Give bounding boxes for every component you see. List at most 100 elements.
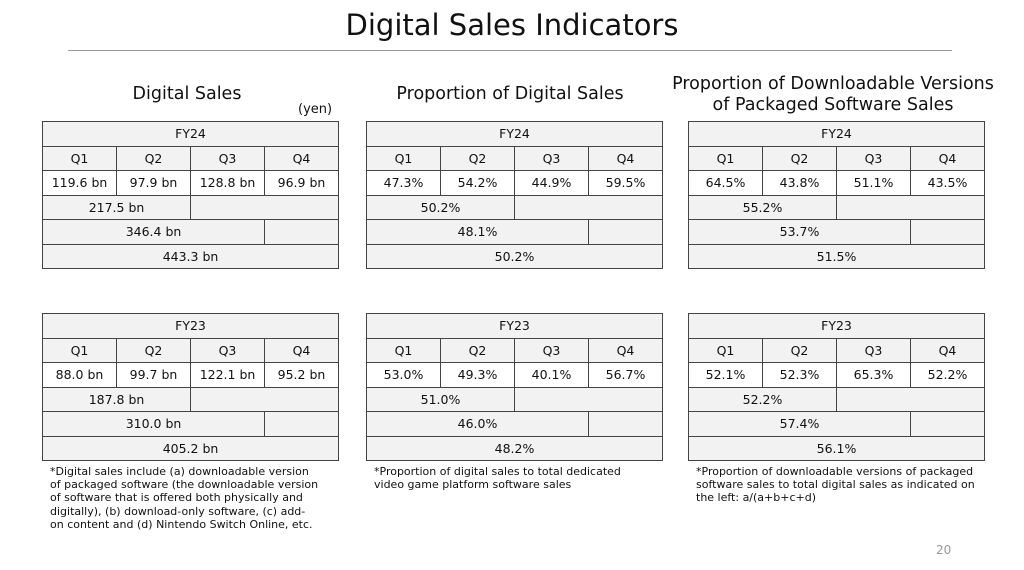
quarter-header: Q1 — [366, 145, 441, 171]
title-rule — [68, 50, 952, 51]
quarter-header: Q3 — [190, 145, 265, 171]
footnote-line: *Digital sales include (a) downloadable … — [50, 465, 309, 478]
quarter-header: Q4 — [588, 145, 663, 171]
quarter-value: 51.1% — [836, 170, 911, 196]
quarter-value: 119.6 bn — [42, 170, 117, 196]
quarter-value: 96.9 bn — [264, 170, 339, 196]
quarter-value: 40.1% — [514, 362, 589, 388]
three-quarter-value: 57.4% — [688, 411, 911, 437]
quarter-header: Q4 — [588, 337, 663, 363]
blank-cell — [836, 386, 985, 412]
quarter-header: Q3 — [514, 337, 589, 363]
quarter-value: 56.7% — [588, 362, 663, 388]
footnote-line: of packaged software (the downloadable v… — [50, 478, 319, 492]
first-half-value: 51.0% — [366, 386, 515, 412]
quarter-value: 43.5% — [910, 170, 985, 196]
three-quarter-value: 346.4 bn — [42, 219, 265, 245]
quarter-header: Q4 — [910, 337, 985, 363]
blank-cell — [514, 194, 663, 220]
quarter-value: 122.1 bn — [190, 362, 265, 388]
quarter-header: Q3 — [836, 337, 911, 363]
quarter-header: Q4 — [264, 145, 339, 171]
quarter-header: Q1 — [366, 337, 441, 363]
quarter-value: 65.3% — [836, 362, 911, 388]
three-quarter-value: 46.0% — [366, 411, 589, 437]
quarter-value: 59.5% — [588, 170, 663, 196]
section-heading: Proportion of Digital Sales — [396, 84, 624, 104]
quarter-header: Q1 — [688, 337, 763, 363]
fy-header: FY24 — [42, 121, 339, 147]
fy-header: FY23 — [688, 313, 985, 339]
footnote-line: digitally), (b) download-only software, … — [50, 504, 306, 518]
section-heading: of Packaged Software Sales — [712, 95, 954, 115]
unit-label: (yen) — [298, 102, 333, 117]
slide-title: Digital Sales Indicators — [345, 8, 679, 42]
blank-cell — [264, 411, 339, 437]
quarter-value: 52.3% — [762, 362, 837, 388]
quarter-value: 44.9% — [514, 170, 589, 196]
blank-cell — [190, 386, 339, 412]
quarter-value: 95.2 bn — [264, 362, 339, 388]
first-half-value: 187.8 bn — [42, 386, 191, 412]
quarter-header: Q1 — [42, 145, 117, 171]
blank-cell — [910, 411, 985, 437]
fy-header: FY24 — [366, 121, 663, 147]
page-number: 20 — [936, 543, 952, 557]
blank-cell — [190, 194, 339, 220]
quarter-header: Q2 — [762, 145, 837, 171]
quarter-header: Q2 — [116, 337, 191, 363]
footnote-line: on content and (d) Nintendo Switch Onlin… — [50, 517, 313, 531]
section-heading: Digital Sales — [132, 84, 242, 104]
quarter-header: Q2 — [440, 337, 515, 363]
three-quarter-value: 48.1% — [366, 219, 589, 245]
footnote-line: *Proportion of downloadable versions of … — [696, 465, 974, 478]
blank-cell — [836, 194, 985, 220]
quarter-header: Q2 — [116, 145, 191, 171]
blank-cell — [264, 219, 339, 245]
blank-cell — [588, 219, 663, 245]
quarter-value: 97.9 bn — [116, 170, 191, 196]
quarter-header: Q1 — [42, 337, 117, 363]
first-half-value: 50.2% — [366, 194, 515, 220]
three-quarter-value: 53.7% — [688, 219, 911, 245]
full-year-value: 56.1% — [688, 435, 985, 461]
quarter-value: 99.7 bn — [116, 362, 191, 388]
blank-cell — [514, 386, 663, 412]
quarter-header: Q1 — [688, 145, 763, 171]
first-half-value: 217.5 bn — [42, 194, 191, 220]
quarter-header: Q3 — [190, 337, 265, 363]
quarter-value: 53.0% — [366, 362, 441, 388]
footnote-line: software sales to total digital sales as… — [696, 478, 975, 492]
fy-header: FY24 — [688, 121, 985, 147]
quarter-value: 64.5% — [688, 170, 763, 196]
quarter-header: Q2 — [762, 337, 837, 363]
blank-cell — [910, 219, 985, 245]
first-half-value: 55.2% — [688, 194, 837, 220]
footnote-line: *Proportion of digital sales to total de… — [374, 465, 621, 478]
blank-cell — [588, 411, 663, 437]
quarter-value: 52.1% — [688, 362, 763, 388]
quarter-value: 52.2% — [910, 362, 985, 388]
quarter-value: 128.8 bn — [190, 170, 265, 196]
full-year-value: 51.5% — [688, 243, 985, 269]
footnote-line: of software that is offered both physica… — [50, 491, 303, 505]
quarter-header: Q3 — [836, 145, 911, 171]
quarter-header: Q4 — [264, 337, 339, 363]
full-year-value: 405.2 bn — [42, 435, 339, 461]
quarter-header: Q4 — [910, 145, 985, 171]
quarter-header: Q3 — [514, 145, 589, 171]
section-heading: Proportion of Downloadable Versions — [672, 74, 994, 94]
quarter-value: 43.8% — [762, 170, 837, 196]
full-year-value: 50.2% — [366, 243, 663, 269]
full-year-value: 48.2% — [366, 435, 663, 461]
fy-header: FY23 — [42, 313, 339, 339]
quarter-value: 49.3% — [440, 362, 515, 388]
first-half-value: 52.2% — [688, 386, 837, 412]
quarter-value: 54.2% — [440, 170, 515, 196]
quarter-header: Q2 — [440, 145, 515, 171]
quarter-value: 88.0 bn — [42, 362, 117, 388]
footnote-line: video game platform software sales — [374, 478, 572, 492]
full-year-value: 443.3 bn — [42, 243, 339, 269]
three-quarter-value: 310.0 bn — [42, 411, 265, 437]
